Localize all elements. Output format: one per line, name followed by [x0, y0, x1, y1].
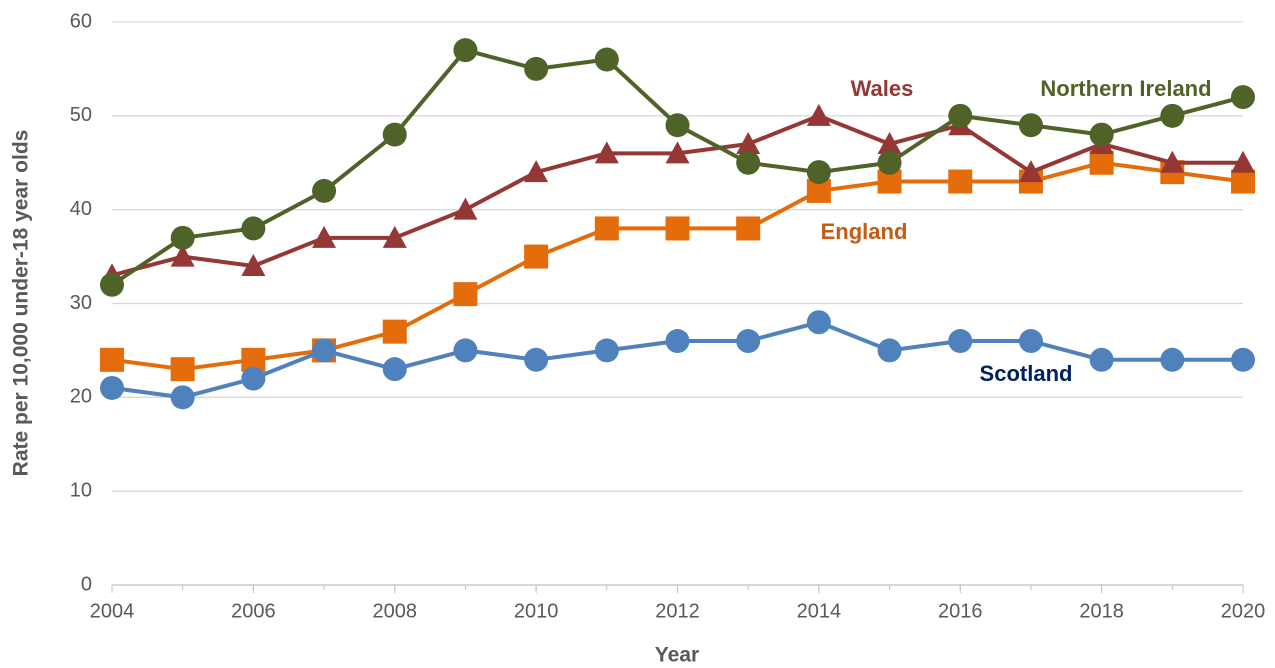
marker — [1089, 347, 1114, 372]
marker — [665, 216, 690, 241]
marker — [524, 347, 549, 372]
x-tick-label: 2004 — [90, 600, 135, 622]
marker — [100, 375, 124, 400]
x-tick-label: 2010 — [514, 600, 559, 622]
y-tick-label: 30 — [70, 292, 92, 314]
marker — [1160, 103, 1185, 128]
marker — [524, 56, 549, 81]
x-axis-label: Year — [655, 644, 699, 667]
marker — [948, 169, 973, 194]
marker — [948, 103, 973, 128]
x-tick-label: 2014 — [797, 600, 842, 622]
marker — [806, 160, 831, 185]
x-tick-label: 2018 — [1079, 600, 1124, 622]
y-tick-label: 60 — [70, 10, 92, 32]
marker — [594, 216, 619, 241]
marker — [382, 122, 407, 147]
marker — [382, 319, 407, 344]
series-label: Wales — [851, 76, 914, 101]
marker — [806, 310, 831, 335]
marker — [736, 329, 761, 354]
marker — [1231, 150, 1255, 173]
marker — [312, 178, 337, 203]
marker — [877, 131, 902, 154]
marker — [1089, 122, 1114, 147]
x-tick-label: 2020 — [1221, 600, 1266, 622]
marker — [312, 225, 337, 248]
marker — [100, 347, 124, 372]
marker — [382, 357, 407, 382]
marker — [1231, 347, 1255, 372]
marker — [524, 244, 549, 269]
y-axis-label: Rate per 10,000 under-18 year olds — [10, 130, 33, 477]
marker — [665, 113, 690, 138]
x-tick-label: 2016 — [938, 600, 983, 622]
series-line — [111, 113, 1243, 278]
marker — [1018, 329, 1043, 354]
marker — [948, 329, 973, 354]
marker — [594, 141, 619, 164]
x-tick-label: 2012 — [655, 600, 700, 622]
y-tick-label: 20 — [70, 386, 92, 408]
marker — [170, 357, 195, 382]
marker — [1089, 150, 1114, 175]
x-tick-label: 2006 — [231, 600, 276, 622]
marker — [100, 272, 124, 297]
marker — [1231, 169, 1255, 194]
marker — [170, 385, 195, 410]
marker — [877, 150, 902, 175]
marker — [1160, 150, 1185, 173]
marker — [736, 150, 761, 175]
marker — [241, 216, 266, 241]
marker — [736, 216, 761, 241]
marker — [594, 338, 619, 363]
marker — [1231, 85, 1255, 110]
marker — [665, 329, 690, 354]
marker — [453, 338, 478, 363]
series-label: England — [821, 219, 908, 244]
series-label: Northern Ireland — [1040, 76, 1211, 101]
marker — [453, 197, 478, 220]
series-label: Scotland — [980, 361, 1073, 386]
marker — [170, 225, 195, 250]
marker — [382, 225, 407, 248]
marker — [594, 47, 619, 72]
marker — [1018, 160, 1043, 183]
marker — [453, 38, 478, 63]
marker — [241, 253, 266, 276]
marker — [877, 338, 902, 363]
marker — [312, 338, 337, 363]
y-tick-label: 50 — [70, 104, 92, 126]
marker — [1160, 347, 1185, 372]
y-tick-label: 40 — [70, 198, 92, 220]
marker — [524, 160, 549, 183]
marker — [241, 366, 266, 391]
marker — [1018, 113, 1043, 138]
marker — [736, 131, 761, 154]
marker — [665, 141, 690, 164]
y-tick-label: 10 — [70, 479, 92, 501]
marker — [806, 103, 831, 126]
x-tick-label: 2008 — [373, 600, 418, 622]
marker — [170, 244, 195, 267]
marker — [453, 282, 478, 307]
y-tick-label: 0 — [81, 573, 92, 595]
